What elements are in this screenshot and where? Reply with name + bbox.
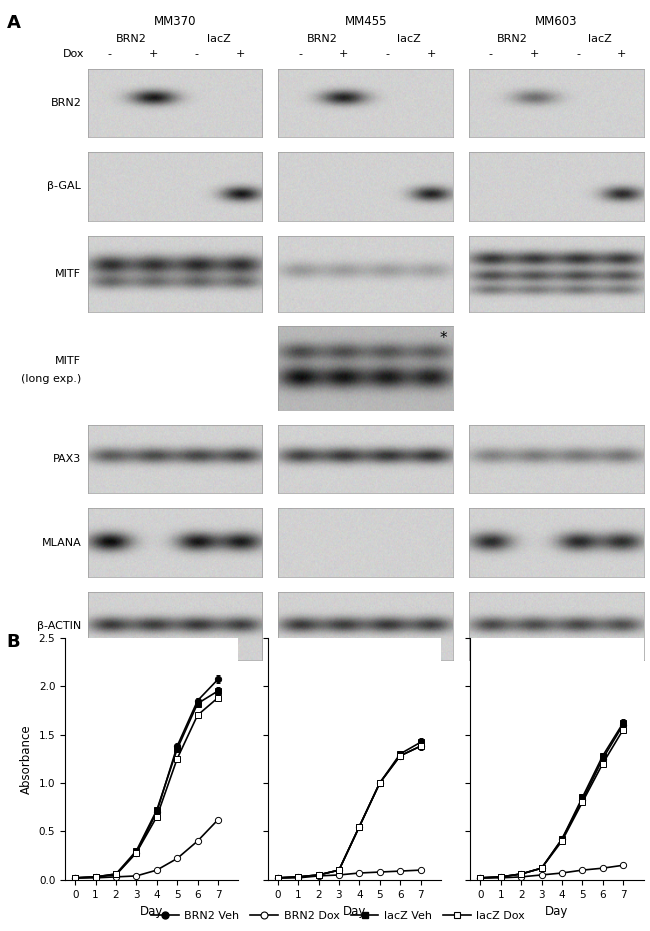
Text: +: + xyxy=(148,49,158,60)
Text: MM603: MM603 xyxy=(535,15,578,28)
Text: PAX3: PAX3 xyxy=(53,454,81,465)
Text: -: - xyxy=(385,49,389,60)
X-axis label: Day: Day xyxy=(140,905,163,918)
Text: A: A xyxy=(6,14,20,32)
Text: lacZ: lacZ xyxy=(588,34,612,45)
Text: -: - xyxy=(107,49,112,60)
X-axis label: Day: Day xyxy=(545,905,569,918)
Text: MM455: MM455 xyxy=(344,15,387,28)
Text: MM370: MM370 xyxy=(153,15,196,28)
Y-axis label: Absorbance: Absorbance xyxy=(20,724,33,793)
Text: MLANA: MLANA xyxy=(42,537,81,547)
Text: lacZ: lacZ xyxy=(207,34,231,45)
Text: BRN2: BRN2 xyxy=(497,34,528,45)
Text: β-GAL: β-GAL xyxy=(47,182,81,192)
Text: BRN2: BRN2 xyxy=(116,34,147,45)
Text: -: - xyxy=(576,49,580,60)
Text: MITF: MITF xyxy=(55,356,81,366)
Text: β-ACTIN: β-ACTIN xyxy=(37,621,81,631)
Text: -: - xyxy=(195,49,199,60)
Text: BRN2: BRN2 xyxy=(307,34,337,45)
Legend: BRN2 Veh, BRN2 Dox, lacZ Veh, lacZ Dox: BRN2 Veh, BRN2 Dox, lacZ Veh, lacZ Dox xyxy=(146,907,530,925)
Text: BRN2: BRN2 xyxy=(51,98,81,108)
Text: -: - xyxy=(489,49,493,60)
Text: -: - xyxy=(298,49,302,60)
Text: +: + xyxy=(236,49,245,60)
X-axis label: Day: Day xyxy=(343,905,366,918)
Text: +: + xyxy=(426,49,436,60)
Text: B: B xyxy=(6,633,20,651)
Text: *: * xyxy=(440,331,448,345)
Text: MITF: MITF xyxy=(55,268,81,278)
Text: +: + xyxy=(339,49,348,60)
Text: lacZ: lacZ xyxy=(397,34,421,45)
Text: (long exp.): (long exp.) xyxy=(21,374,81,385)
Text: +: + xyxy=(530,49,540,60)
Text: Dox: Dox xyxy=(63,49,84,60)
Text: +: + xyxy=(617,49,627,60)
